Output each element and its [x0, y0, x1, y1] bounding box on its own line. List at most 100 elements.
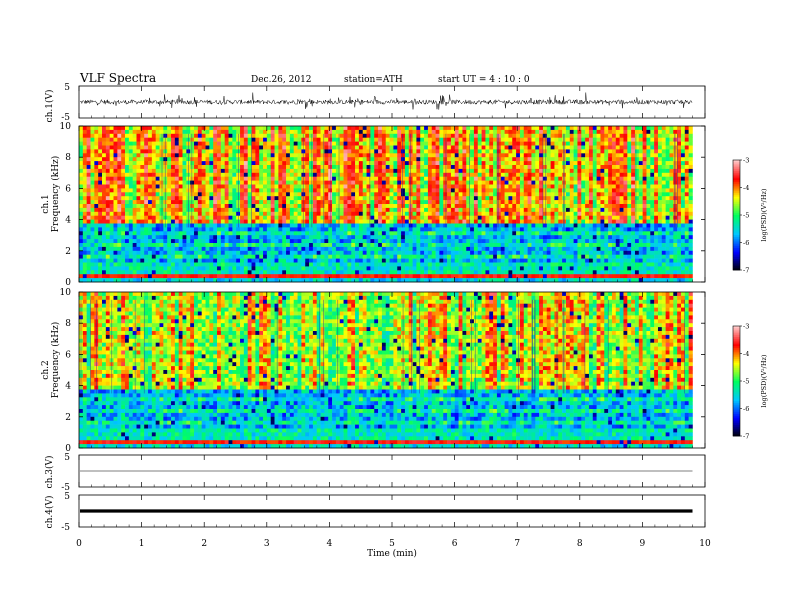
ch2-colorbar: -3 -4 -5 -6 -7 log(PSD)(V²/Hz)	[732, 323, 768, 441]
colorbar-swatch	[733, 255, 740, 258]
colorbar-swatch	[733, 344, 740, 347]
colorbar-swatch	[733, 240, 740, 243]
ch4-waveform-ylabel: ch.4(V)	[44, 496, 55, 529]
colorbar-swatch	[733, 167, 740, 170]
colorbar-swatch	[733, 165, 740, 168]
colorbar-swatch	[733, 408, 740, 411]
colorbar-swatch	[733, 421, 740, 424]
colorbar-swatch	[733, 174, 740, 177]
colorbar-tick-label: -6	[743, 405, 749, 413]
spectrogram-ytick-label: 10	[60, 288, 72, 298]
colorbar-swatch	[733, 386, 740, 389]
colorbar-swatch	[733, 423, 740, 426]
colorbar-swatch	[733, 331, 740, 334]
time-tick-label: 4	[327, 539, 333, 549]
colorbar-swatch	[733, 348, 740, 351]
ch4-waveform-panel: ch.4(V) 5 -5	[44, 492, 706, 533]
colorbar-swatch	[733, 373, 740, 376]
colorbar-swatch	[733, 340, 740, 343]
colorbar-swatch	[733, 377, 740, 380]
colorbar-swatch	[733, 262, 740, 265]
colorbar-swatch	[733, 176, 740, 179]
ch4-ytick-top: 5	[64, 492, 70, 502]
colorbar-swatch	[733, 198, 740, 201]
time-tick-label: 1	[139, 539, 145, 549]
time-tick-label: 6	[452, 539, 458, 549]
colorbar-swatch	[733, 355, 740, 358]
spectrogram-ytick-label: 2	[65, 413, 71, 423]
colorbar-swatch	[733, 266, 740, 269]
colorbar-swatch	[733, 434, 740, 437]
time-tick-label: 10	[699, 539, 711, 549]
colorbar-swatch	[733, 360, 740, 364]
colorbar-swatch	[733, 415, 740, 419]
colorbar-swatch	[733, 257, 740, 260]
colorbar-swatch	[733, 218, 740, 221]
ch2-frequency-label: Frequency (kHz)	[50, 322, 61, 399]
colorbar-swatch	[733, 404, 740, 408]
colorbar-tick-label: -7	[743, 433, 749, 441]
colorbar-swatch	[733, 403, 740, 406]
colorbar-swatch	[733, 259, 740, 262]
colorbar-swatch	[733, 381, 740, 384]
colorbar-swatch	[733, 432, 740, 435]
colorbar-swatch	[733, 246, 740, 249]
colorbar-swatch	[733, 410, 740, 413]
spectrogram-ytick-label: 0	[65, 278, 71, 288]
colorbar-swatch	[733, 163, 740, 166]
colorbar-swatch	[733, 160, 740, 163]
colorbar-swatch	[733, 426, 740, 430]
colorbar-swatch	[733, 353, 740, 356]
spectrogram-ytick-label: 0	[65, 444, 71, 454]
colorbar-title: log(PSD)(V²/Hz)	[760, 188, 768, 241]
colorbar-swatch	[733, 364, 740, 367]
colorbar-swatch	[733, 366, 740, 369]
date-label: Dec.26, 2012	[251, 75, 312, 85]
spectrogram-ytick-label: 4	[65, 382, 71, 392]
colorbar-swatch	[733, 349, 740, 353]
spectrogram-ytick-label: 10	[60, 122, 72, 132]
time-tick-label: 3	[264, 539, 270, 549]
colorbar-swatch	[733, 215, 740, 218]
colorbar-swatch	[733, 368, 740, 371]
colorbar-swatch	[733, 337, 740, 340]
ch1-channel-label: ch.1	[41, 194, 51, 213]
colorbar-swatch	[733, 414, 740, 417]
colorbar-swatch	[733, 388, 740, 391]
colorbar-swatch	[733, 399, 740, 402]
colorbar-title: log(PSD)(V²/Hz)	[760, 354, 768, 407]
colorbar-swatch	[733, 395, 740, 398]
colorbar-swatch	[733, 233, 740, 236]
colorbar-swatch	[733, 231, 740, 234]
colorbar-swatch	[733, 189, 740, 192]
colorbar-swatch	[733, 338, 740, 342]
ch3-ytick-bottom: -5	[61, 483, 70, 493]
spectrogram-ytick-label: 2	[65, 247, 71, 257]
colorbar-swatch	[733, 329, 740, 332]
figure-header: VLF Spectra Dec.26, 2012 station=ATH sta…	[79, 71, 530, 85]
colorbar-swatch	[733, 384, 740, 387]
colorbar-swatch	[733, 362, 740, 365]
colorbar-swatch	[733, 178, 740, 181]
colorbar-swatch	[733, 200, 740, 203]
colorbar-tick-label: -4	[743, 184, 749, 192]
colorbar-swatch	[733, 229, 740, 232]
colorbar-swatch	[733, 357, 740, 360]
colorbar-swatch	[733, 205, 740, 209]
time-axis-label: Time (min)	[367, 548, 417, 559]
colorbar-swatch	[733, 382, 740, 386]
spectrogram-ytick-label: 6	[65, 350, 71, 360]
colorbar-swatch	[733, 227, 740, 231]
colorbar-swatch	[733, 428, 740, 431]
colorbar-swatch	[733, 238, 740, 242]
ch2-spectrogram-panel: ch.2 Frequency (kHz) 0 2 4 6 8 10 -3 -4 -5 -6 -7 l…	[41, 288, 768, 454]
ch3-ytick-top: 5	[64, 453, 70, 463]
colorbar-swatch	[733, 253, 740, 256]
colorbar-swatch	[733, 235, 740, 238]
ch1-frequency-label: Frequency (kHz)	[50, 156, 61, 233]
time-tick-label: 5	[389, 539, 395, 549]
colorbar-swatch	[733, 172, 740, 176]
time-tick-label: 0	[76, 539, 82, 549]
colorbar-swatch	[733, 268, 740, 271]
